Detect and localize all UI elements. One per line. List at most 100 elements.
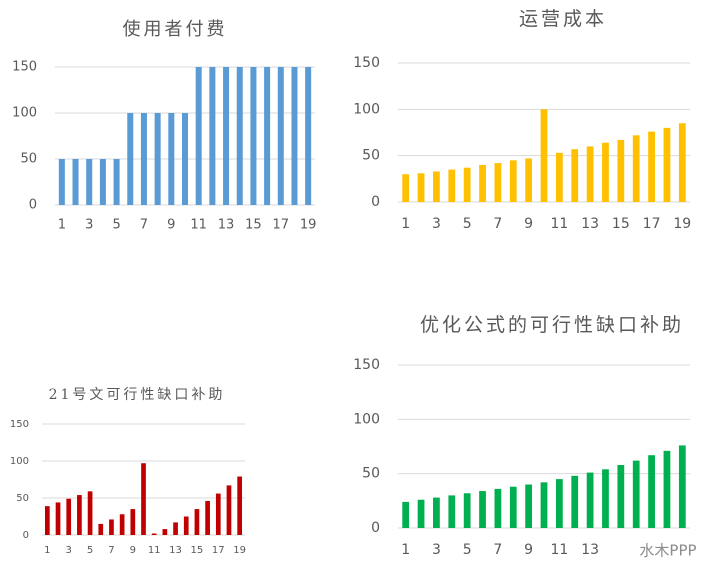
bar bbox=[305, 67, 312, 205]
bar bbox=[130, 509, 136, 535]
bar bbox=[99, 159, 106, 205]
bar bbox=[494, 163, 502, 202]
x-tick-label: 17 bbox=[212, 545, 225, 556]
y-tick-label: 50 bbox=[20, 152, 37, 167]
y-tick-label: 100 bbox=[353, 101, 380, 117]
x-tick-label: 9 bbox=[167, 218, 175, 233]
y-tick-label: 0 bbox=[23, 530, 29, 541]
y-tick-label: 150 bbox=[10, 419, 29, 430]
bar bbox=[571, 475, 579, 528]
x-tick-label: 7 bbox=[493, 542, 502, 558]
x-tick-label: 13 bbox=[169, 545, 182, 556]
x-tick-label: 17 bbox=[273, 218, 290, 233]
chart-title: 21号文可行性缺口补助 bbox=[49, 387, 226, 403]
bar bbox=[181, 113, 189, 205]
x-tick-label: 13 bbox=[581, 542, 599, 558]
bar bbox=[264, 67, 271, 205]
y-tick-label: 0 bbox=[29, 198, 37, 213]
x-tick-label: 1 bbox=[44, 545, 50, 556]
bar bbox=[109, 519, 114, 535]
bar bbox=[433, 171, 440, 202]
y-tick-label: 150 bbox=[353, 357, 380, 373]
bar bbox=[448, 495, 456, 528]
bar bbox=[571, 149, 579, 202]
bar bbox=[291, 67, 298, 205]
x-tick-label: 19 bbox=[673, 216, 691, 232]
bar bbox=[162, 529, 168, 535]
x-tick-label: 13 bbox=[581, 216, 599, 232]
bar bbox=[448, 169, 456, 202]
x-tick-label: 3 bbox=[85, 218, 93, 233]
y-tick-label: 100 bbox=[12, 106, 37, 121]
bar bbox=[55, 502, 61, 535]
bar bbox=[463, 493, 471, 528]
x-tick-label: 1 bbox=[401, 216, 410, 232]
bar bbox=[463, 167, 471, 202]
bar bbox=[509, 160, 517, 202]
bar bbox=[525, 158, 533, 202]
bar bbox=[479, 164, 486, 202]
bar bbox=[223, 67, 230, 205]
x-tick-label: 13 bbox=[218, 218, 235, 233]
bar bbox=[586, 146, 594, 202]
chart-title: 使用者付费 bbox=[123, 19, 228, 40]
x-tick-label: 15 bbox=[191, 545, 204, 556]
y-tick-label: 50 bbox=[16, 493, 29, 504]
bar bbox=[236, 67, 243, 205]
bar bbox=[417, 499, 425, 528]
x-tick-label: 3 bbox=[432, 216, 441, 232]
x-tick-label: 7 bbox=[108, 545, 114, 556]
bar bbox=[226, 485, 232, 535]
bar bbox=[173, 522, 178, 535]
bar bbox=[602, 142, 609, 202]
x-tick-label: 1 bbox=[401, 542, 410, 558]
bar bbox=[98, 523, 104, 535]
bar bbox=[648, 131, 655, 202]
bar bbox=[433, 497, 440, 528]
bar bbox=[540, 482, 548, 528]
bar bbox=[277, 67, 284, 205]
x-tick-label: 19 bbox=[233, 545, 246, 556]
bar bbox=[678, 123, 686, 202]
bar bbox=[617, 464, 625, 528]
x-tick-label: 15 bbox=[245, 218, 262, 233]
bar bbox=[154, 113, 161, 205]
x-tick-label: 7 bbox=[493, 216, 502, 232]
y-tick-label: 100 bbox=[353, 411, 380, 427]
y-tick-label: 50 bbox=[362, 148, 380, 164]
bar bbox=[555, 152, 563, 202]
bar bbox=[195, 67, 202, 205]
bar bbox=[250, 67, 257, 205]
x-tick-label: 5 bbox=[463, 542, 472, 558]
x-tick-label: 11 bbox=[550, 542, 568, 558]
bar bbox=[127, 113, 134, 205]
bar bbox=[119, 514, 125, 535]
bar bbox=[72, 159, 79, 205]
bar bbox=[663, 450, 671, 528]
bar bbox=[663, 127, 671, 202]
y-tick-label: 0 bbox=[371, 520, 380, 536]
bar bbox=[113, 159, 120, 205]
bar bbox=[402, 501, 410, 528]
y-tick-label: 150 bbox=[12, 60, 37, 75]
x-tick-label: 7 bbox=[140, 218, 148, 233]
x-tick-label: 3 bbox=[432, 542, 441, 558]
bar bbox=[632, 460, 640, 528]
bar bbox=[525, 484, 533, 528]
x-tick-label: 3 bbox=[66, 545, 72, 556]
bar bbox=[602, 469, 609, 528]
chart-title: 运营成本 bbox=[519, 8, 607, 30]
x-tick-label: 11 bbox=[148, 545, 161, 556]
y-tick-label: 150 bbox=[353, 55, 380, 71]
bar bbox=[209, 67, 216, 205]
chart-title: 优化公式的可行性缺口补助 bbox=[420, 314, 684, 336]
x-tick-label: 5 bbox=[463, 216, 472, 232]
bar bbox=[402, 174, 410, 202]
y-tick-label: 50 bbox=[362, 466, 380, 482]
bar bbox=[479, 491, 486, 528]
x-tick-label: 17 bbox=[643, 216, 661, 232]
x-tick-label: 11 bbox=[550, 216, 568, 232]
bar bbox=[586, 472, 594, 528]
bar bbox=[205, 500, 210, 535]
